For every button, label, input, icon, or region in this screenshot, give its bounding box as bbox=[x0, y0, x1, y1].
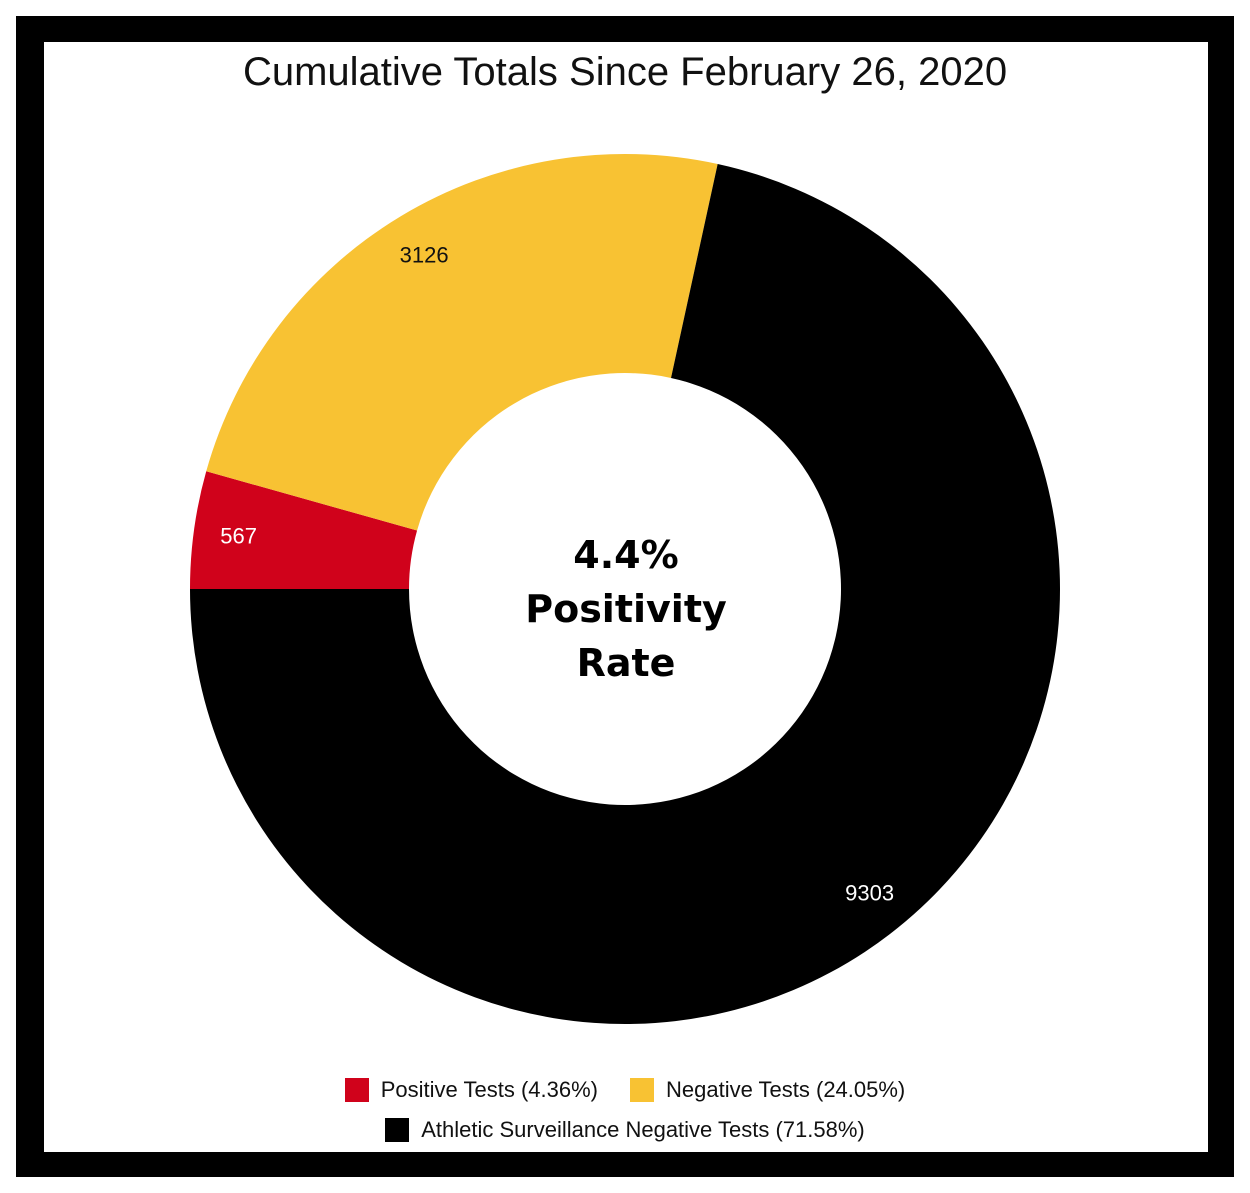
legend: Positive Tests (4.36%) Negative Tests (2… bbox=[0, 1070, 1250, 1150]
positivity-rate-label: 4.4% Positivity Rate bbox=[476, 528, 776, 690]
legend-label-negative: Negative Tests (24.05%) bbox=[665, 1077, 906, 1102]
legend-row-1: Positive Tests (4.36%) Negative Tests (2… bbox=[0, 1070, 1250, 1110]
legend-swatch-negative bbox=[629, 1078, 654, 1102]
positivity-rate-line2: Positivity bbox=[525, 587, 727, 631]
legend-row-2: Athletic Surveillance Negative Tests (71… bbox=[0, 1110, 1250, 1150]
slice-label-positive: 567 bbox=[220, 524, 257, 549]
positivity-rate-value: 4.4% bbox=[573, 533, 679, 577]
slice-positive bbox=[190, 471, 418, 589]
legend-swatch-positive bbox=[344, 1078, 369, 1102]
legend-item-positive: Positive Tests (4.36%) bbox=[344, 1077, 598, 1103]
legend-label-athletic: Athletic Surveillance Negative Tests (71… bbox=[421, 1117, 865, 1142]
positivity-rate-line3: Rate bbox=[576, 641, 676, 685]
slice-label-negative: 3126 bbox=[400, 243, 449, 268]
slice-athletic bbox=[190, 163, 1060, 1025]
slice-label-athletic: 9303 bbox=[845, 881, 894, 906]
legend-swatch-athletic bbox=[385, 1118, 410, 1142]
slice-negative bbox=[206, 154, 718, 531]
legend-item-negative: Negative Tests (24.05%) bbox=[629, 1077, 906, 1103]
legend-item-athletic: Athletic Surveillance Negative Tests (71… bbox=[385, 1117, 865, 1143]
chart-title: Cumulative Totals Since February 26, 202… bbox=[242, 50, 1008, 94]
legend-label-positive: Positive Tests (4.36%) bbox=[380, 1077, 598, 1102]
